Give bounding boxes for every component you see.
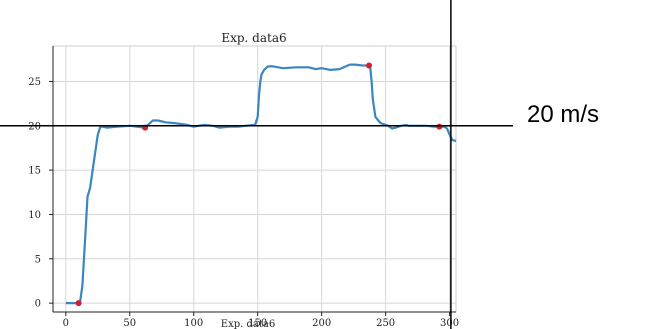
y-tick-label: 10 bbox=[28, 210, 41, 221]
y-axis-ticks: 0 5 10 15 20 25 bbox=[28, 77, 53, 310]
data-marker bbox=[366, 62, 373, 69]
y-tick-label: 5 bbox=[35, 254, 41, 265]
chart-title: Exp. data6 bbox=[221, 31, 286, 45]
y-tick-label: 15 bbox=[28, 166, 41, 177]
x-tick-label: 200 bbox=[312, 318, 331, 329]
x-tick-label: 0 bbox=[63, 318, 69, 329]
data-marker bbox=[436, 123, 443, 130]
y-tick-label: 0 bbox=[35, 299, 41, 310]
x-tick-label: 250 bbox=[376, 318, 395, 329]
plot-area bbox=[52, 45, 457, 313]
x-tick-label: 150 bbox=[248, 318, 267, 329]
data-marker bbox=[75, 300, 82, 307]
y-tick-label: 25 bbox=[28, 77, 41, 88]
x-tick-label: 100 bbox=[184, 318, 203, 329]
x-axis-ticks: 0 50 100 150 200 250 300 bbox=[63, 312, 459, 329]
axis-frame bbox=[52, 46, 456, 313]
y-tick-label: 20 bbox=[28, 121, 41, 132]
reference-label: 20 m/s bbox=[527, 101, 600, 128]
x-tick-label: 300 bbox=[440, 318, 459, 329]
x-tick-label: 50 bbox=[123, 318, 136, 329]
footer-label: Exp. data6 bbox=[221, 319, 275, 329]
